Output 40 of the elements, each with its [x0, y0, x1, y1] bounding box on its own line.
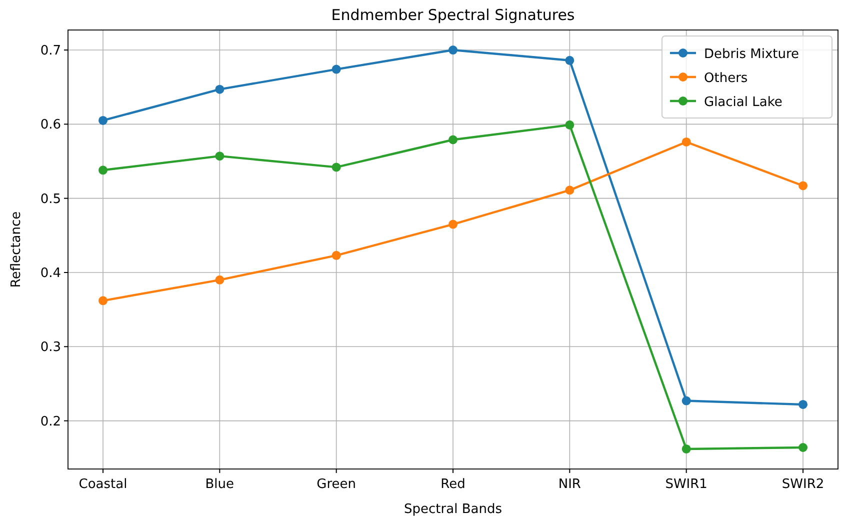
point — [215, 275, 224, 284]
y-tick-label: 0.7 — [40, 44, 61, 59]
legend-label: Glacial Lake — [704, 95, 782, 110]
y-tick-label: 0.2 — [40, 414, 61, 430]
x-tick-label: SWIR2 — [782, 477, 824, 492]
y-tick-label: 0.4 — [40, 266, 61, 281]
point — [98, 296, 108, 306]
point — [798, 400, 808, 409]
y-axis-title: Reflectance — [9, 211, 24, 288]
point — [798, 442, 808, 452]
chart-title: Endmember Spectral Signatures — [331, 6, 575, 24]
point — [565, 186, 574, 195]
point — [332, 250, 341, 260]
y-tick-label: 0.3 — [40, 340, 61, 356]
point — [565, 120, 574, 130]
x-tick-label: Green — [316, 477, 356, 492]
x-tick-label: SWIR1 — [665, 477, 708, 492]
point — [682, 444, 691, 454]
point — [215, 152, 224, 161]
point — [448, 220, 458, 229]
point — [98, 166, 108, 175]
x-axis-title: Spectral Bands — [404, 502, 502, 517]
point — [332, 162, 341, 172]
point — [332, 64, 341, 74]
point — [98, 116, 108, 125]
legend-label: Others — [704, 71, 748, 86]
y-tick-label: 0.5 — [40, 192, 61, 207]
legend-label: Debris Mixture — [704, 47, 800, 62]
point — [448, 135, 458, 144]
point — [798, 181, 808, 190]
point — [565, 56, 574, 65]
x-tick-label: Coastal — [78, 477, 128, 492]
point — [682, 137, 691, 146]
point — [682, 396, 691, 406]
y-tick-label: 0.6 — [40, 118, 61, 133]
x-tick-label: NIR — [558, 477, 581, 492]
x-tick-label: Blue — [205, 477, 234, 492]
point — [215, 84, 224, 94]
point — [448, 46, 458, 55]
x-tick-label: Red — [440, 477, 466, 492]
